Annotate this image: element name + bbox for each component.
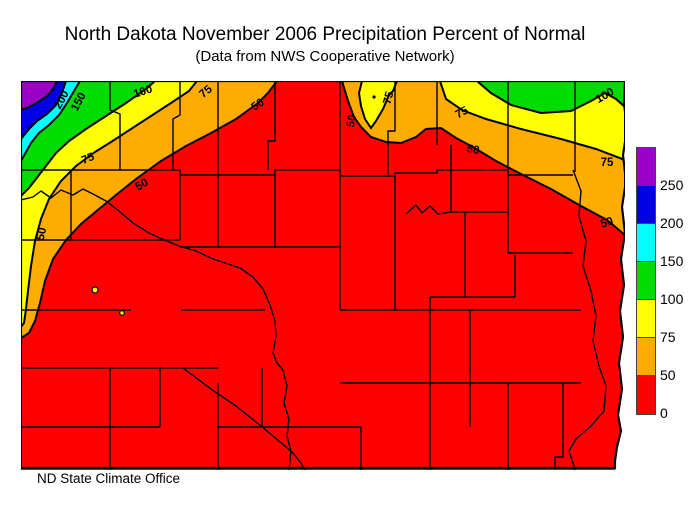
contour-label-50: 50 [133,177,150,194]
region-ne-100-150 [474,81,625,115]
contour-label-75: 75 [382,90,397,106]
legend-segment-yellow [637,300,655,338]
contour-label-75: 75 [601,157,614,169]
color-scale-bar [636,147,656,415]
state-outline [21,81,625,470]
legend-value-label: 75 [660,329,676,345]
legend-segment-green [637,262,655,300]
legend-value-label: 200 [660,215,684,231]
contour-label-75: 75 [454,104,471,121]
contour-label-50: 50 [35,227,49,242]
legend-segment-purple [637,148,655,186]
legend-value-label: 250 [660,177,684,193]
missouri-river-line [21,188,292,470]
contour-label-75: 75 [80,151,97,167]
page-subtitle: (Data from NWS Cooperative Network) [195,48,455,65]
contour-label-100: 100 [132,83,154,100]
county-boundaries [21,81,581,470]
legend-value-label: 0 [660,405,668,421]
spot-contour [91,286,99,294]
contour-label-50: 50 [466,143,481,157]
legend-segment-orange [637,338,655,376]
legend-segment-blue [637,186,655,224]
legend-value-label: 150 [660,253,684,269]
lake-shore-squiggle [405,204,452,215]
contour-label-50: 50 [599,215,615,231]
legend-value-label: 100 [660,291,684,307]
spot-contour [119,310,125,316]
credit-text: ND State Climate Office [37,471,181,486]
eastern-valley-line [568,169,607,470]
legend-segment-red [637,376,655,414]
region-nw-above-250 [21,81,59,112]
legend-segment-cyan [637,224,655,262]
north-dakota-map: 200 150 100 75 50 75 50 50 50 75 75 50 100 75 50 [21,81,625,470]
contour-label-50: 50 [345,114,359,129]
legend-value-label: 50 [660,367,676,383]
river-branch-line [182,367,306,470]
station-dot [372,95,376,99]
page-title: North Dakota November 2006 Precipitation… [64,24,586,45]
